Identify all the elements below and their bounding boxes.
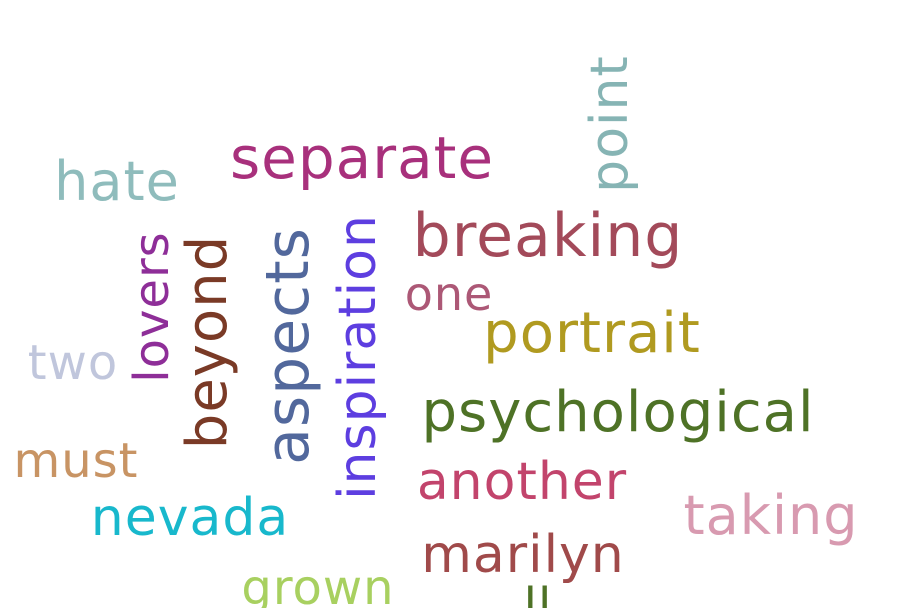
word-lovers: lovers <box>124 231 180 383</box>
word-beyond: beyond <box>175 234 240 450</box>
word-nevada: nevada <box>90 488 290 548</box>
word-hate: hate <box>54 150 180 213</box>
word-point: point <box>580 55 640 193</box>
word-another: another <box>416 452 628 512</box>
word-psychological: psychological <box>421 380 815 445</box>
word-taking: taking <box>683 484 859 547</box>
word-must: must <box>13 433 139 489</box>
word-grown: grown <box>241 560 395 608</box>
word-partial-bottom: ll <box>523 578 553 608</box>
word-breaking: breaking <box>412 201 684 271</box>
word-portrait: portrait <box>483 301 701 366</box>
word-aspects: aspects <box>253 227 323 465</box>
word-inspiration: inspiration <box>328 214 388 500</box>
word-marilyn: marilyn <box>421 525 625 585</box>
word-two: two <box>27 335 119 391</box>
word-separate: separate <box>229 124 495 192</box>
word-one: one <box>404 267 494 321</box>
